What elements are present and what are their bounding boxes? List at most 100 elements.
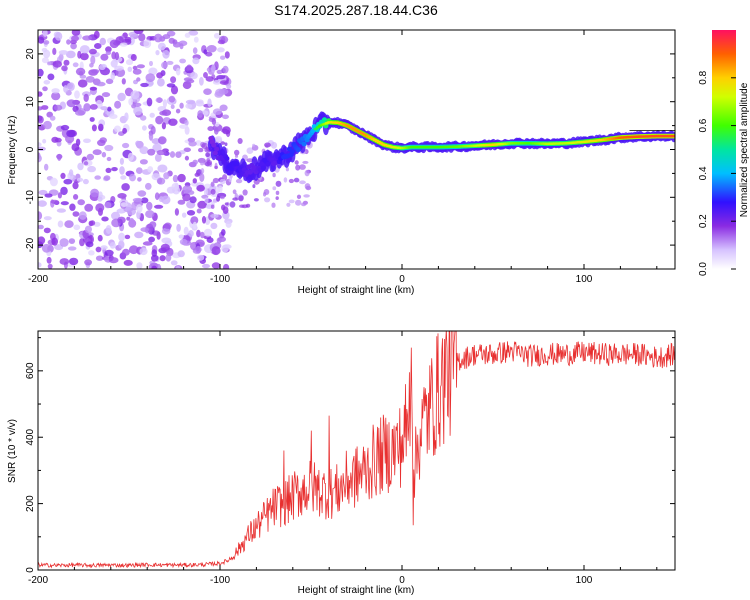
noise-blob bbox=[83, 93, 89, 102]
noise-blob bbox=[234, 149, 240, 156]
noise-blob bbox=[214, 127, 219, 135]
noise-blob bbox=[275, 196, 279, 201]
noise-blob bbox=[253, 198, 259, 202]
ridge-body bbox=[212, 150, 218, 156]
noise-blob bbox=[38, 115, 44, 124]
noise-blob bbox=[89, 117, 95, 122]
noise-blob bbox=[83, 161, 89, 166]
noise-blob bbox=[143, 39, 152, 48]
ridge-body bbox=[214, 146, 220, 152]
noise-blob bbox=[222, 65, 229, 74]
noise-blob bbox=[38, 211, 43, 221]
noise-blob bbox=[136, 77, 141, 82]
noise-blob bbox=[203, 228, 213, 237]
noise-blob bbox=[163, 172, 170, 180]
noise-blob bbox=[216, 237, 222, 244]
noise-blob bbox=[147, 81, 154, 86]
noise-blob bbox=[151, 265, 157, 269]
noise-blob bbox=[197, 200, 207, 209]
noise-blob bbox=[38, 224, 44, 230]
noise-blob bbox=[109, 39, 119, 49]
noise-blob bbox=[246, 158, 254, 163]
noise-blob bbox=[295, 164, 301, 171]
noise-blob bbox=[52, 47, 57, 56]
noise-blob bbox=[133, 106, 143, 116]
noise-blob bbox=[211, 118, 217, 125]
noise-blob bbox=[91, 124, 97, 132]
noise-blob bbox=[123, 259, 133, 266]
noise-blob bbox=[105, 225, 112, 234]
noise-blob bbox=[89, 104, 98, 110]
noise-blob bbox=[60, 172, 66, 179]
noise-blob bbox=[83, 103, 91, 112]
noise-blob bbox=[182, 193, 191, 202]
noise-blob bbox=[212, 177, 219, 184]
noise-blob bbox=[211, 64, 216, 73]
noise-blob bbox=[219, 178, 226, 185]
noise-blob bbox=[120, 202, 128, 208]
noise-blob bbox=[119, 42, 128, 47]
noise-blob bbox=[59, 258, 70, 265]
noise-blob bbox=[71, 30, 81, 36]
noise-blob bbox=[132, 102, 142, 108]
noise-blob bbox=[222, 114, 229, 120]
noise-blob bbox=[95, 203, 105, 213]
noise-blob bbox=[110, 59, 118, 68]
noise-blob bbox=[183, 226, 189, 236]
noise-blob bbox=[174, 208, 179, 216]
noise-blob bbox=[122, 142, 130, 149]
noise-blob bbox=[127, 152, 134, 161]
noise-blob bbox=[86, 153, 95, 161]
noise-blob bbox=[38, 36, 45, 44]
noise-blob bbox=[190, 72, 198, 80]
noise-blob bbox=[145, 73, 156, 82]
colorbar-tick-label: 0.0 bbox=[698, 262, 709, 276]
noise-blob bbox=[66, 129, 76, 138]
noise-blob bbox=[90, 55, 96, 65]
noise-blob bbox=[101, 151, 107, 158]
noise-blob bbox=[88, 250, 95, 256]
noise-blob bbox=[89, 86, 98, 91]
noise-blob bbox=[124, 112, 129, 121]
noise-blob bbox=[117, 216, 126, 224]
noise-blob bbox=[198, 147, 204, 153]
noise-blob bbox=[136, 262, 143, 269]
noise-blob bbox=[154, 153, 162, 162]
x-tick-label: -200 bbox=[28, 575, 48, 586]
noise-blob bbox=[299, 164, 306, 170]
noise-blob bbox=[105, 167, 112, 173]
noise-blob bbox=[136, 204, 143, 213]
noise-blob bbox=[148, 236, 156, 243]
snr-panel: -200 -100 0 100 0 200 400 600 Height of straigh… bbox=[7, 330, 676, 596]
noise-blob bbox=[71, 35, 79, 42]
y-tick-label: 20 bbox=[25, 48, 36, 60]
noise-blob bbox=[151, 254, 159, 262]
noise-blob bbox=[217, 39, 225, 45]
colorbar-tick-label: 0.4 bbox=[698, 166, 709, 180]
noise-blob bbox=[207, 98, 212, 107]
noise-blob bbox=[80, 52, 89, 61]
noise-blob bbox=[158, 136, 167, 145]
spectrogram-xlabel: Height of straight line (km) bbox=[298, 285, 415, 296]
noise-blob bbox=[154, 33, 163, 43]
noise-blob bbox=[132, 68, 142, 75]
noise-blob bbox=[175, 151, 182, 158]
noise-blob bbox=[66, 39, 71, 45]
ridge-body bbox=[228, 166, 234, 172]
noise-blob bbox=[132, 197, 143, 203]
noise-blob bbox=[160, 243, 170, 251]
noise-blob bbox=[58, 50, 69, 55]
noise-blob bbox=[175, 265, 181, 269]
noise-blob bbox=[271, 202, 276, 208]
noise-blob bbox=[57, 220, 64, 228]
noise-blob bbox=[218, 88, 229, 95]
noise-blob bbox=[210, 188, 216, 195]
noise-blob bbox=[38, 262, 42, 268]
noise-blob bbox=[97, 139, 106, 146]
ridge-body bbox=[208, 136, 214, 141]
noise-blob bbox=[203, 88, 212, 95]
noise-blob bbox=[105, 46, 112, 53]
noise-blob bbox=[125, 59, 134, 66]
noise-blob bbox=[124, 36, 132, 43]
